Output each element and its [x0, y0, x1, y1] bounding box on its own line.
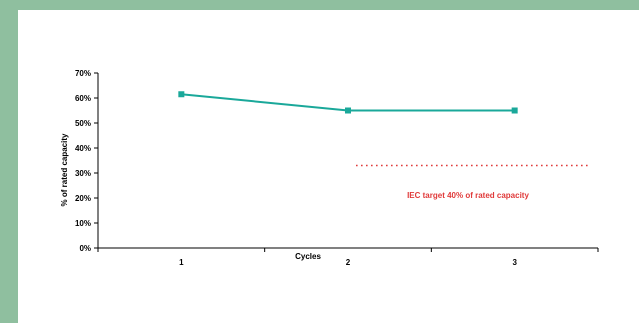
- y-tick-label: 20%: [75, 194, 91, 203]
- axes: [94, 72, 599, 252]
- y-tick-labels: 0% 10% 20% 30% 40% 50% 60% 70%: [75, 69, 91, 253]
- x-tick-labels: 1 2 3: [179, 258, 517, 267]
- x-tick-label: 3: [512, 258, 517, 267]
- y-tick-label: 40%: [75, 144, 91, 153]
- x-tick-label: 2: [346, 258, 351, 267]
- y-tick-label: 70%: [75, 69, 91, 78]
- y-axis-title: % of rated capacity: [60, 133, 69, 206]
- y-tick-label: 10%: [75, 219, 91, 228]
- x-tick-label: 1: [179, 258, 184, 267]
- x-axis-title: Cycles: [295, 252, 321, 261]
- data-point-marker: [511, 107, 518, 114]
- capacity-line-chart: 0% 10% 20% 30% 40% 50% 60% 70% 1 2 3 % of rated c…: [60, 69, 599, 267]
- target-annotation: IEC target 40% of rated capacity: [407, 191, 529, 200]
- y-tick-label: 30%: [75, 169, 91, 178]
- y-tick-label: 0%: [79, 244, 91, 253]
- chart-panel: 0% 10% 20% 30% 40% 50% 60% 70% 1 2 3 % of rated c…: [18, 10, 639, 323]
- y-tick-label: 60%: [75, 94, 91, 103]
- data-point-marker: [345, 107, 351, 114]
- y-tick-label: 50%: [75, 119, 91, 128]
- series-group: [178, 91, 518, 114]
- data-point-marker: [178, 91, 185, 98]
